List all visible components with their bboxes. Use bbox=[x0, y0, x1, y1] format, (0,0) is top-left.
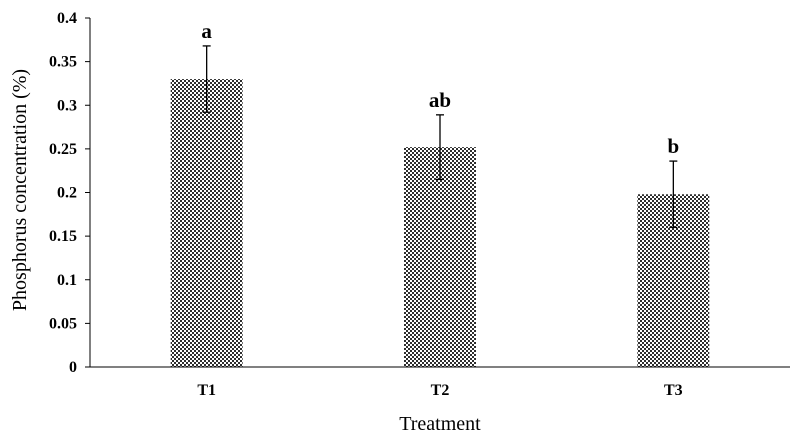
significance-label-T3: b bbox=[667, 134, 679, 158]
y-tick-label: 0.2 bbox=[57, 185, 77, 202]
x-tick-label: T3 bbox=[664, 382, 683, 399]
x-axis-categories: T1 T2 T3 bbox=[197, 382, 682, 399]
y-axis-ticks: 0 0.05 0.1 0.15 0.2 0.25 0.3 0.35 0.4 bbox=[49, 10, 90, 376]
y-tick-label: 0.1 bbox=[57, 272, 77, 289]
bar-T2 bbox=[404, 147, 476, 367]
significance-labels: a ab b bbox=[201, 19, 679, 158]
axes bbox=[89, 18, 790, 368]
x-tick-label: T1 bbox=[197, 382, 216, 399]
x-axis-title: Treatment bbox=[399, 413, 481, 435]
y-tick-label: 0.05 bbox=[49, 315, 77, 332]
error-bar-T2 bbox=[436, 114, 444, 181]
y-tick-label: 0 bbox=[69, 359, 77, 376]
error-bars bbox=[202, 45, 678, 229]
y-axis-title: Phosphorus concentration (%) bbox=[9, 69, 31, 311]
y-tick-label: 0.15 bbox=[49, 228, 77, 245]
y-tick-label: 0.25 bbox=[49, 141, 77, 158]
bar-T1 bbox=[170, 79, 243, 367]
y-tick-label: 0.3 bbox=[57, 97, 77, 114]
error-bar-T1 bbox=[202, 45, 211, 113]
significance-label-T2: ab bbox=[429, 88, 451, 112]
significance-label-T1: a bbox=[201, 19, 212, 43]
x-tick-label: T2 bbox=[431, 382, 450, 399]
y-tick-label: 0.35 bbox=[49, 54, 77, 71]
y-tick-label: 0.4 bbox=[57, 10, 77, 27]
error-bar-T3 bbox=[669, 160, 678, 229]
bars bbox=[170, 79, 710, 367]
